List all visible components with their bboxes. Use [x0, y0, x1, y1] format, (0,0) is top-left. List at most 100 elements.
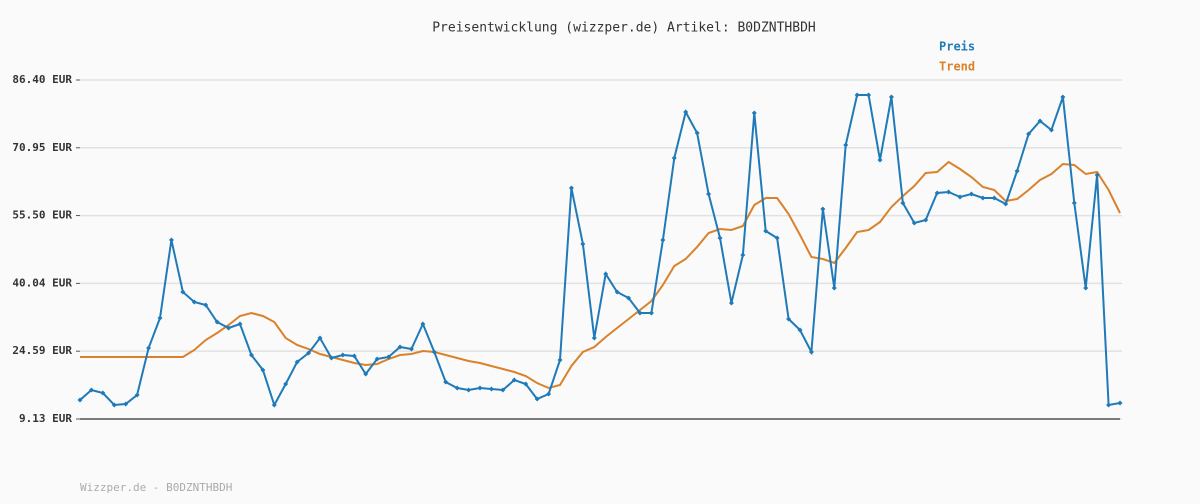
- point: [134, 392, 140, 398]
- point: [328, 355, 334, 361]
- point: [568, 185, 574, 191]
- point: [820, 206, 826, 212]
- point: [340, 352, 346, 358]
- point: [968, 191, 974, 197]
- point: [774, 235, 780, 241]
- point: [648, 310, 654, 316]
- point: [751, 110, 757, 116]
- point: [226, 325, 232, 331]
- point: [431, 349, 437, 355]
- point: [854, 92, 860, 98]
- point: [111, 402, 117, 408]
- point: [511, 377, 517, 383]
- point: [763, 228, 769, 234]
- point: [306, 350, 312, 356]
- point: [374, 356, 380, 362]
- point: [180, 289, 186, 295]
- point: [591, 335, 597, 341]
- point: [146, 345, 152, 351]
- y-tick-label: 70.95 EUR: [12, 141, 72, 154]
- point: [1014, 168, 1020, 174]
- point: [831, 285, 837, 291]
- point: [900, 200, 906, 206]
- point: [386, 354, 392, 360]
- point: [534, 396, 540, 402]
- point: [466, 387, 472, 393]
- point: [351, 353, 357, 359]
- point: [100, 390, 106, 396]
- point: [500, 387, 506, 393]
- point: [77, 397, 83, 403]
- point: [283, 381, 289, 387]
- point: [397, 344, 403, 350]
- point: [808, 349, 814, 355]
- point: [294, 359, 300, 365]
- point: [888, 94, 894, 100]
- point: [214, 319, 220, 325]
- point: [980, 195, 986, 201]
- point: [248, 352, 254, 358]
- y-tick-label: 55.50 EUR: [12, 209, 72, 222]
- point: [603, 271, 609, 277]
- point: [797, 327, 803, 333]
- point: [1048, 127, 1054, 133]
- point: [626, 295, 632, 301]
- point: [637, 310, 643, 316]
- series-line: [80, 160, 1121, 390]
- point: [237, 321, 243, 327]
- y-tick-label: 24.59 EUR: [12, 344, 72, 357]
- point: [683, 109, 689, 115]
- point: [786, 316, 792, 322]
- point: [1003, 201, 1009, 207]
- point: [614, 289, 620, 295]
- point: [523, 381, 529, 387]
- point: [271, 402, 277, 408]
- point: [477, 385, 483, 391]
- point: [660, 237, 666, 243]
- point: [911, 220, 917, 226]
- point: [157, 315, 163, 321]
- point: [191, 299, 197, 305]
- chart-title: Preisentwicklung (wizzper.de) Artikel: B…: [432, 21, 816, 36]
- point: [260, 367, 266, 373]
- legend-label: Trend: [939, 60, 975, 74]
- legend-label: Preis: [939, 40, 975, 54]
- point: [957, 194, 963, 200]
- point: [694, 130, 700, 136]
- point: [546, 391, 552, 397]
- point: [123, 401, 129, 407]
- point: [1094, 172, 1100, 178]
- footer: Wizzper.de - B0DZNTHBDH: [80, 481, 232, 494]
- point: [203, 302, 209, 308]
- point: [934, 190, 940, 196]
- point: [728, 300, 734, 306]
- point: [557, 357, 563, 363]
- point: [1026, 131, 1032, 137]
- point: [740, 252, 746, 258]
- point: [454, 385, 460, 391]
- point: [580, 241, 586, 247]
- point: [1071, 200, 1077, 206]
- point: [877, 157, 883, 163]
- y-tick-label: 9.13 EUR: [19, 412, 72, 425]
- point: [1106, 402, 1112, 408]
- point: [843, 142, 849, 148]
- point: [1037, 118, 1043, 124]
- point: [88, 387, 94, 393]
- point: [706, 191, 712, 197]
- point: [923, 217, 929, 223]
- point: [420, 321, 426, 327]
- point: [408, 346, 414, 352]
- y-tick-label: 86.40 EUR: [12, 73, 72, 86]
- point: [168, 237, 174, 243]
- point: [488, 386, 494, 392]
- point: [443, 379, 449, 385]
- point: [991, 195, 997, 201]
- point: [946, 189, 952, 195]
- point: [317, 335, 323, 341]
- point: [363, 371, 369, 377]
- point: [671, 155, 677, 161]
